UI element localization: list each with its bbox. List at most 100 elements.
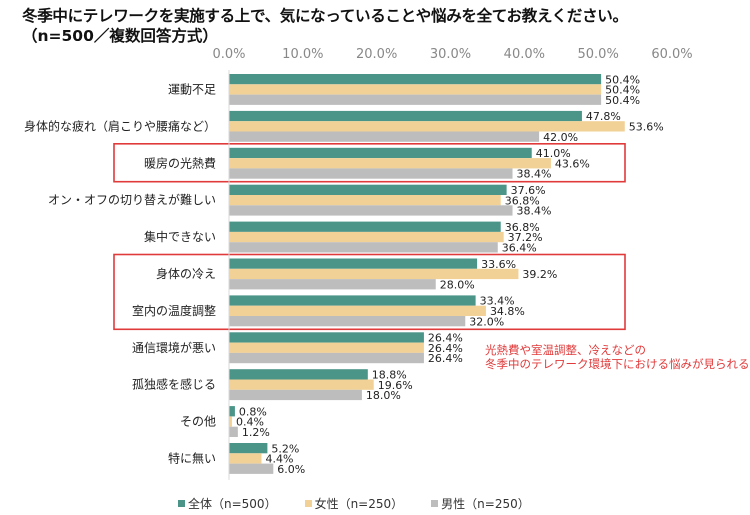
legend-item-all: 全体（n=500） [178,495,277,512]
data-label: 28.0% [440,278,475,291]
data-label: 32.0% [469,315,504,328]
x-tick-label: 20.0% [356,47,397,62]
legend-swatch-all [178,500,185,507]
category-label: 暖房の光熱費 [144,155,216,170]
bar [229,147,532,159]
legend-label-all: 全体（n=500） [188,497,277,511]
legend: 全体（n=500） 女性（n=250） 男性（n=250） [178,495,530,512]
annotation-note: 光熱費や室温調整、冷えなどの 冬季中のテレワーク環境下における悩みが見られる [485,343,750,371]
data-label: 33.4% [480,295,515,308]
legend-swatch-female [304,500,312,507]
bar [229,84,602,95]
bar [229,332,424,343]
x-tick-label: 10.0% [282,47,323,62]
legend-item-female: 女性（n=250） [304,495,404,512]
legend-label-female: 女性（n=250） [314,497,404,511]
bar [229,258,478,269]
bar [229,231,504,243]
bar [229,242,498,253]
data-label: 41.0% [536,147,571,160]
x-tick-label: 30.0% [430,47,471,62]
legend-item-male: 男性（n=250） [431,495,530,512]
data-label: 50.4% [605,84,640,97]
data-label: 42.0% [543,131,578,144]
data-label: 1.2% [242,426,270,439]
bar [229,453,262,464]
bar [229,352,424,364]
category-label: 特に無い [168,450,216,465]
data-label: 26.4% [428,332,463,345]
data-label: 18.0% [366,389,401,402]
bar [229,316,466,327]
category-label: オン・オフの切り替えが難しい [48,192,216,207]
data-label: 53.6% [629,121,664,134]
bar [229,379,374,390]
bar [229,463,274,474]
bar [229,406,235,417]
data-label: 50.4% [605,73,640,86]
data-label: 5.2% [271,442,299,455]
bar [229,268,519,280]
x-tick-label: 60.0% [651,47,692,62]
bar [229,295,476,306]
x-tick-label: 0.0% [212,47,245,62]
legend-swatch-male [431,500,439,507]
bar [229,221,501,232]
data-label: 34.8% [490,305,525,318]
bar [229,158,551,169]
bar [229,279,436,290]
category-label: 身体の冷え [156,266,216,281]
bar [229,369,368,380]
data-label: 26.4% [428,342,463,355]
data-label: 36.8% [505,194,540,207]
data-label: 4.4% [265,453,293,466]
data-label: 18.8% [372,369,407,382]
category-label: 室内の温度調整 [132,303,216,318]
category-label: 身体的な疲れ（肩こりや腰痛など） [24,118,216,133]
data-label: 37.6% [511,184,546,197]
bar [229,94,602,105]
category-label: 集中できない [144,229,216,244]
data-label: 6.0% [277,463,305,476]
data-label: 39.2% [522,268,557,281]
bar [229,205,513,216]
data-label: 38.4% [517,205,552,218]
bar [229,342,424,353]
bar [229,426,238,437]
x-tick-label: 50.0% [578,47,619,62]
category-label: 運動不足 [168,82,216,96]
chart-subtitle: （n=500／複数回答方式） [22,27,218,45]
bar [229,121,625,132]
data-label: 38.4% [517,168,552,181]
data-label: 33.6% [481,258,516,271]
data-label: 0.4% [236,416,264,429]
annotation-line-1: 光熱費や室温調整、冷えなどの [485,343,646,357]
data-label: 43.6% [555,157,590,170]
legend-label-male: 男性（n=250） [441,497,530,511]
bar [229,184,507,195]
data-label: 0.8% [239,405,267,418]
bar [229,443,268,454]
category-label: その他 [180,415,216,429]
bar [229,110,582,122]
bar [229,74,602,85]
data-label: 37.2% [508,231,543,244]
category-label: 通信環境が悪い [132,340,216,355]
bar [229,305,486,316]
data-label: 36.4% [502,242,537,255]
highlight-box [113,253,626,331]
bar [229,131,540,142]
data-label: 50.4% [605,94,640,107]
bar [229,389,362,401]
bar [229,168,513,179]
annotation-line-2: 冬季中のテレワーク環境下における悩みが見られる [485,357,750,371]
data-label: 36.8% [505,221,540,234]
data-label: 26.4% [428,352,463,365]
highlight-box [113,143,626,183]
data-label: 19.6% [378,379,413,392]
chart-title: 冬季中にテレワークを実施する上で、気になっていることや悩みを全てお教えください。 [22,7,628,25]
bar [229,195,501,206]
data-label: 47.8% [586,110,621,123]
category-label: 孤独感を感じる [132,377,216,392]
